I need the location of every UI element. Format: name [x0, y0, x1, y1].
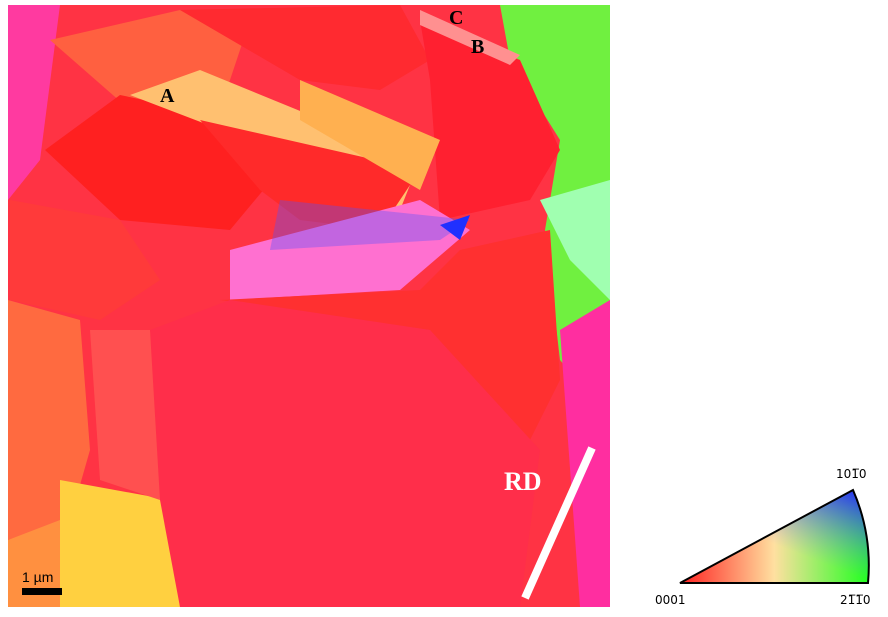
- grain-label: A: [160, 85, 175, 107]
- rd-arrow: [521, 446, 596, 600]
- ebsd-map: [8, 5, 610, 607]
- ipf-legend: 0001 21̅1̅0 101̅0: [655, 467, 871, 607]
- legend-top: 101̅0: [836, 467, 867, 481]
- rd-label: RD: [504, 467, 542, 496]
- scale-label: 1 µm: [22, 569, 53, 585]
- grain-label: C: [449, 7, 463, 29]
- grain-label: B: [471, 36, 484, 58]
- scale-bar: [22, 588, 62, 595]
- legend-origin: 0001: [655, 593, 686, 607]
- legend-right: 21̅1̅0: [840, 593, 871, 607]
- legend-overlay: [679, 488, 870, 584]
